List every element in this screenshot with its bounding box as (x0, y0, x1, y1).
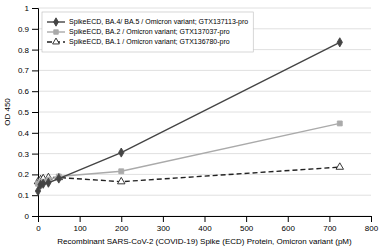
tick-mark (32, 112, 38, 113)
tick-mark (329, 216, 330, 222)
tick-label: 0.2 (18, 170, 30, 179)
tick: 0.2 (18, 170, 38, 179)
line (38, 123, 340, 183)
legend-marker (54, 18, 59, 26)
axis-line (39, 217, 372, 223)
point (119, 169, 124, 174)
tick: 800 (365, 216, 379, 233)
point (119, 148, 124, 157)
tick: 0.4 (18, 129, 38, 138)
legend-label: SpikeECD, BA.2 / Omicron variant; GTX137… (69, 28, 230, 36)
series (35, 38, 342, 196)
point (337, 121, 342, 126)
grid-line (38, 195, 371, 196)
legend-item: SpikeECD, BA.4/ BA.5 / Omicron variant; … (47, 18, 248, 27)
legend-marker (53, 38, 60, 44)
tick-mark (32, 195, 38, 196)
tick: 0.3 (18, 150, 38, 159)
tick-mark (205, 216, 206, 222)
tick-label: 600 (282, 224, 296, 233)
tick: 300 (157, 216, 171, 233)
chart: 0 100 200 300 400 500 600 700 800 0 0.1 0.2 0.3 0.4 0.… (0, 0, 385, 250)
y-axis-title: OD 450 (3, 98, 12, 126)
grid-line (38, 8, 371, 9)
legend-label: SpikeECD, BA.1 / Omicron variant; GTX136… (69, 38, 230, 46)
tick-mark (32, 133, 38, 134)
tick: 500 (240, 216, 254, 233)
tick: 0.5 (18, 108, 38, 117)
legend-frame (42, 12, 253, 52)
tick-label: 500 (240, 224, 254, 233)
point (41, 179, 46, 188)
tick-label: 0.3 (18, 150, 30, 159)
tick-mark (246, 216, 247, 222)
tick: 100 (73, 216, 87, 233)
tick-label: 0.8 (18, 46, 30, 55)
tick-label: 300 (157, 224, 171, 233)
tick-mark (32, 29, 38, 30)
grid-line (38, 132, 371, 133)
grid-line (38, 112, 371, 113)
tick-mark (32, 50, 38, 51)
tick: 0.9 (18, 25, 38, 34)
point (336, 163, 343, 169)
tick-mark (32, 216, 38, 217)
tick: 0.8 (18, 46, 38, 55)
tick-label: 0.6 (18, 87, 30, 96)
tick: 700 (323, 216, 337, 233)
tick-label: 0 (25, 212, 30, 221)
line (38, 42, 340, 191)
tick-label: 0.9 (18, 25, 30, 34)
tick-label: 0.4 (18, 129, 30, 138)
tick-mark (32, 154, 38, 155)
tick-label: 0.1 (18, 191, 30, 200)
tick: 0 (36, 216, 41, 233)
tick-label: 800 (365, 224, 379, 233)
grid-line (38, 91, 371, 92)
tick-label: 1 (25, 4, 30, 13)
tick-mark (32, 174, 38, 175)
tick-mark (80, 216, 81, 222)
legend-item: SpikeECD, BA.1 / Omicron variant; GTX136… (47, 38, 230, 46)
tick-mark (163, 216, 164, 222)
legend-label: SpikeECD, BA.4/ BA.5 / Omicron variant; … (69, 18, 248, 26)
tick-label: 700 (323, 224, 337, 233)
tick: 200 (115, 216, 129, 233)
tick: 0.7 (18, 66, 38, 75)
tick-mark (121, 216, 122, 222)
tick-label: 100 (73, 224, 87, 233)
tick-label: 0 (36, 224, 41, 233)
tick-mark (288, 216, 289, 222)
tick-mark (371, 216, 372, 222)
marks (34, 38, 343, 196)
grid-line (38, 70, 371, 71)
tick-mark (32, 8, 38, 9)
grid (38, 8, 371, 216)
legend-marker (54, 30, 58, 34)
tick: 1 (25, 4, 38, 13)
tick-mark (32, 91, 38, 92)
tick-label: 400 (198, 224, 212, 233)
y-axis: 0 0.1 0.2 0.3 0.4 0.5 0.6 0.7 0.8 0.9 1 (18, 4, 39, 221)
tick-label: 200 (115, 224, 129, 233)
point (56, 174, 61, 183)
tick-label: 0.7 (18, 66, 30, 75)
tick-mark (32, 70, 38, 71)
series (36, 121, 343, 186)
legend: SpikeECD, BA.4/ BA.5 / Omicron variant; … (42, 12, 253, 52)
legend-item: SpikeECD, BA.2 / Omicron variant; GTX137… (47, 28, 230, 36)
x-axis: 0 100 200 300 400 500 600 700 800 (36, 216, 378, 233)
series (34, 163, 343, 184)
tick: 600 (282, 216, 296, 233)
x-axis-title: Recombinant SARS-CoV-2 (COVID-19) Spike … (57, 237, 352, 246)
tick: 400 (198, 216, 212, 233)
tick: 0.1 (18, 191, 38, 200)
point (337, 38, 342, 47)
point (118, 177, 125, 183)
tick-label: 0.5 (18, 108, 30, 117)
plot: 0 100 200 300 400 500 600 700 800 0 0.1 0.2 0.3 0.4 0.… (18, 4, 379, 233)
tick: 0.6 (18, 87, 38, 96)
point (46, 178, 51, 187)
tick: 0 (25, 212, 38, 221)
